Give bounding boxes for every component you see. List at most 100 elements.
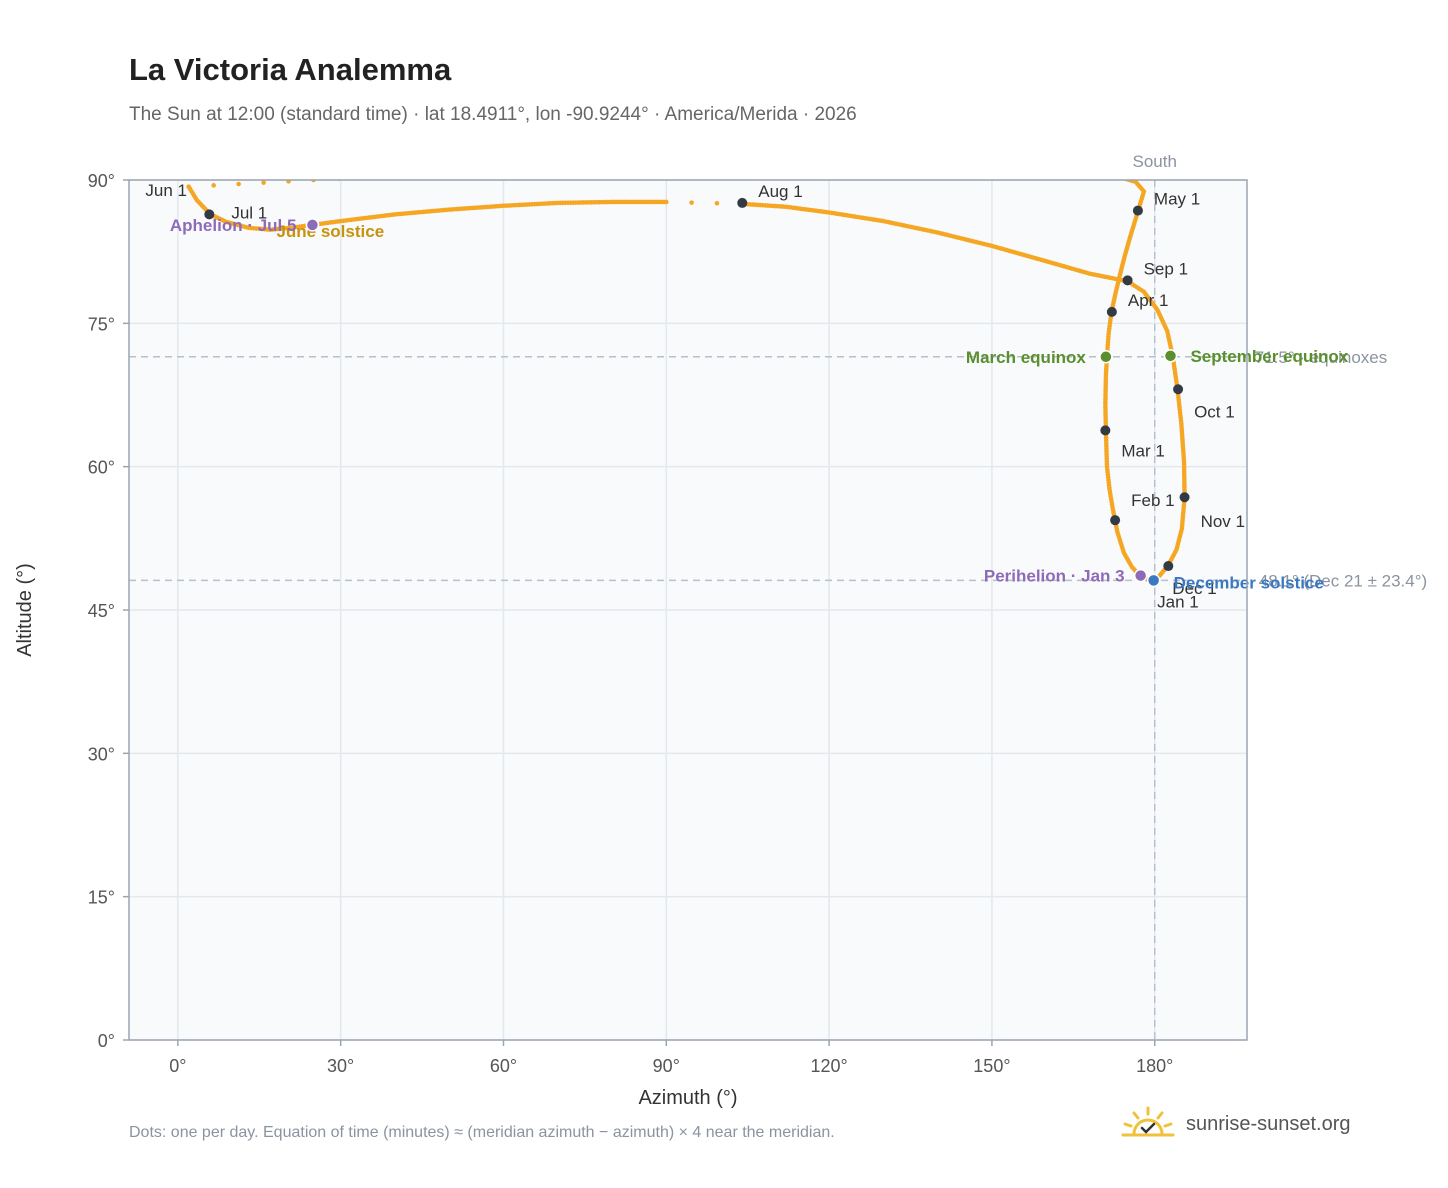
month-label: Oct 1 — [1194, 402, 1235, 421]
daily-dot — [948, 146, 953, 151]
daily-dot — [966, 148, 971, 153]
daily-dot — [910, 146, 915, 151]
event-label: December solstice — [1174, 573, 1324, 592]
daily-dot — [1084, 166, 1089, 171]
daily-dot — [561, 164, 566, 169]
daily-dot — [689, 200, 694, 205]
daily-dot — [1071, 163, 1076, 168]
daily-dot — [1017, 155, 1022, 160]
daily-dot — [1102, 171, 1107, 176]
event-markers: March equinox September equinox June solst… — [170, 216, 1349, 592]
daily-dot — [786, 152, 791, 157]
daily-dot — [611, 162, 616, 167]
event-label: September equinox — [1190, 347, 1348, 366]
month-label: Aug 1 — [758, 182, 802, 201]
daily-dot — [1114, 174, 1119, 179]
axis-ticks: 0° 30° 60° 90° 120° 150° 180° 0° 15° 30° 45° 60° 75°… — [88, 171, 1174, 1076]
month-point — [1122, 275, 1133, 286]
daily-dot — [982, 150, 987, 155]
month-label: Apr 1 — [1128, 291, 1169, 310]
daily-dot — [536, 166, 541, 171]
month-point — [204, 209, 215, 220]
x-tick-label: 30° — [327, 1056, 354, 1076]
daily-dot — [486, 168, 491, 173]
grid-lines — [129, 179, 1247, 1041]
daily-dot — [946, 146, 951, 151]
x-tick-label: 0° — [169, 1056, 186, 1076]
daily-dot — [461, 170, 466, 175]
sun-logo-icon — [1121, 1106, 1175, 1137]
daily-dot — [1112, 173, 1117, 178]
month-label: Sep 1 — [1144, 259, 1188, 278]
daily-dot — [663, 199, 669, 205]
daily-dot — [361, 175, 366, 180]
daily-dot — [974, 149, 979, 154]
daily-dot — [979, 150, 984, 155]
daily-dot — [1081, 166, 1086, 171]
daily-dot — [636, 160, 641, 165]
daily-dot — [586, 163, 591, 168]
daily-dot — [1094, 169, 1099, 174]
month-label: Jan 1 — [1157, 592, 1199, 611]
equinox-altitude-label: 71.5° · equinoxes — [1255, 348, 1388, 367]
month-point — [1163, 561, 1174, 572]
month-point — [1106, 306, 1117, 317]
daily-dot — [959, 147, 964, 152]
daily-dot — [1099, 170, 1104, 175]
event-point — [1133, 568, 1148, 583]
daily-dot — [835, 150, 840, 155]
daily-dot — [951, 146, 956, 151]
event-label: Aphelion · Jul 5 — [170, 216, 297, 235]
month-point — [1132, 205, 1143, 216]
month-point — [1100, 425, 1111, 436]
y-tick-label: 75° — [88, 314, 115, 334]
daily-dot — [761, 154, 766, 159]
x-axis-label: Azimuth (°) — [638, 1087, 737, 1109]
meridian-label: South — [1133, 152, 1177, 171]
daily-dot — [1109, 173, 1114, 178]
daily-dot — [1074, 164, 1079, 169]
event-point — [1163, 349, 1178, 363]
month-label: Jun 1 — [145, 181, 187, 200]
month-label: Feb 1 — [1131, 491, 1174, 510]
event-label: March equinox — [966, 348, 1087, 367]
y-tick-label: 90° — [88, 171, 115, 191]
month-point — [737, 197, 748, 208]
daily-dot — [1079, 165, 1084, 170]
daily-dot — [972, 149, 977, 154]
daily-dot — [984, 150, 989, 155]
daily-dot — [1091, 168, 1096, 173]
month-markers: Jan 1 Feb 1 Mar 1 Apr 1 May 1 Jun 1 Jul 1 Aug 1… — [145, 181, 1245, 611]
daily-dot — [211, 183, 216, 188]
reference-lines: South 71.5° · equinoxes 48.1° (Dec 21 ± 23… — [129, 152, 1427, 1040]
daily-dot — [1076, 165, 1081, 170]
y-tick-label: 0° — [98, 1031, 115, 1051]
month-label: Dec 1 — [1172, 579, 1216, 598]
brand-logo[interactable]: sunrise-sunset.org — [1120, 1102, 1351, 1146]
daily-dot — [943, 145, 948, 150]
winter-altitude-label: 48.1° (Dec 21 ± 23.4°) — [1259, 571, 1427, 590]
daily-dot — [1086, 167, 1091, 172]
daily-dot — [736, 155, 741, 160]
daily-dot — [286, 180, 291, 184]
event-point — [1099, 350, 1113, 364]
daily-dot — [811, 151, 816, 156]
daily-dot — [686, 158, 691, 163]
chart-title: La Victoria Analemma — [129, 52, 452, 87]
daily-dot — [885, 147, 890, 152]
x-tick-label: 120° — [810, 1056, 847, 1076]
daily-dot — [961, 147, 966, 152]
daily-dot — [261, 180, 266, 185]
daily-dot — [941, 145, 946, 150]
event-label: Perihelion · Jan 3 — [984, 567, 1125, 586]
x-tick-label: 60° — [490, 1056, 517, 1076]
daily-dot — [661, 159, 666, 164]
daily-dot — [411, 172, 416, 177]
daily-dot — [1107, 172, 1112, 177]
x-tick-label: 90° — [653, 1056, 680, 1076]
daily-dot — [1044, 159, 1049, 164]
daily-dot — [956, 147, 961, 152]
daily-dot — [1104, 171, 1109, 176]
daily-dot — [511, 167, 516, 172]
